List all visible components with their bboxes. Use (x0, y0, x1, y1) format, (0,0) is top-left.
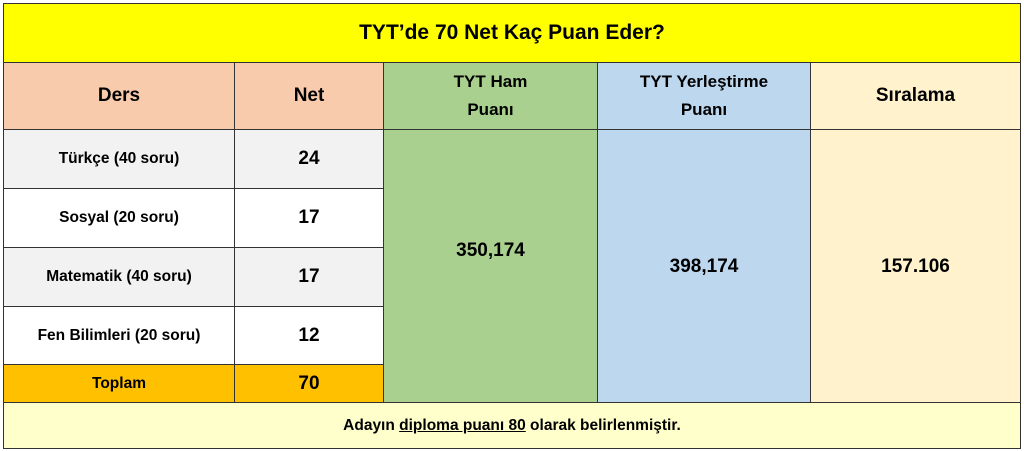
row-ders: Sosyal (20 soru) (3, 188, 235, 248)
ham-puan-value: 350,174 (383, 129, 598, 403)
header-ham-line1: TYT Ham (453, 72, 528, 91)
table-title: TYT’de 70 Net Kaç Puan Eder? (3, 3, 1021, 63)
row-ders: Fen Bilimleri (20 soru) (3, 306, 235, 365)
row-net: 12 (234, 306, 384, 365)
siralama-value: 157.106 (810, 129, 1021, 403)
footer-underlined: diploma puanı 80 (399, 416, 526, 434)
header-siralama: Sıralama (810, 62, 1021, 130)
header-yer-line2: Puanı (680, 100, 728, 119)
total-net: 70 (234, 364, 384, 403)
yerlestirme-puan-value: 398,174 (597, 129, 811, 403)
row-ders: Matematik (40 soru) (3, 247, 235, 307)
header-net: Net (234, 62, 384, 130)
header-yerlestirme-puan: TYT Yerleştirme Puanı (597, 62, 811, 130)
header-ham-line2: Puanı (467, 100, 514, 119)
row-net: 24 (234, 129, 384, 189)
total-label: Toplam (3, 364, 235, 403)
header-ham-puan: TYT Ham Puanı (383, 62, 598, 130)
row-ders: Türkçe (40 soru) (3, 129, 235, 189)
row-net: 17 (234, 188, 384, 248)
row-net: 17 (234, 247, 384, 307)
header-ders: Ders (3, 62, 235, 130)
footer-after: olarak belirlenmiştir. (525, 416, 681, 434)
footer-before: Adayın (343, 416, 400, 434)
footer-note: Adayın diploma puanı 80 olarak belirlenm… (3, 402, 1021, 449)
header-yer-line1: TYT Yerleştirme (639, 72, 769, 91)
